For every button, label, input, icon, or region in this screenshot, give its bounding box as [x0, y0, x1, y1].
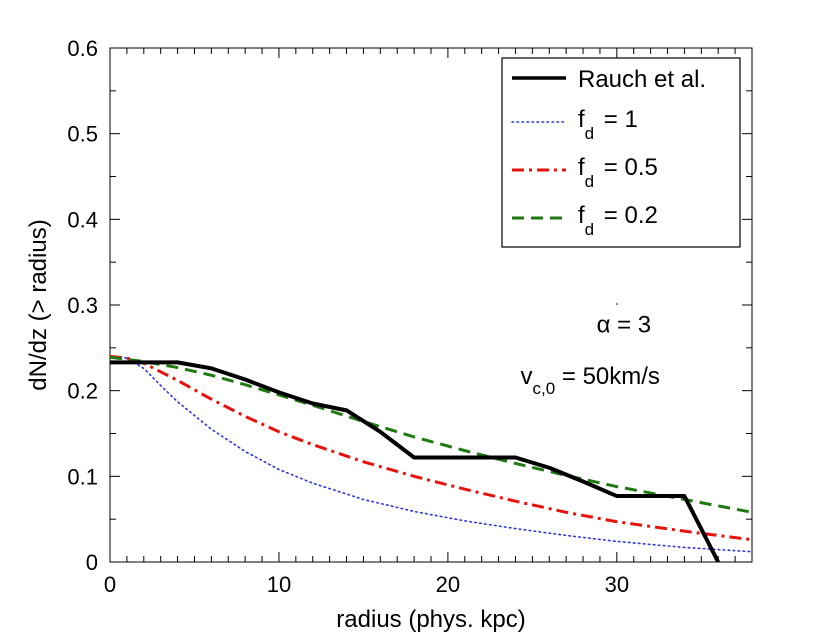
x-axis-title: radius (phys. kpc) [336, 606, 525, 633]
vc0-rest: = 50km/s [555, 363, 660, 390]
x-tick-label: 30 [605, 572, 629, 597]
y-tick-label: 0.1 [67, 464, 98, 489]
legend-label: fd = 0.2 [578, 202, 658, 239]
legend-label-value: = 1 [597, 106, 638, 133]
y-tick-label: 0.5 [67, 122, 98, 147]
vc0-annotation: vc,0 = 50km/s [521, 363, 660, 398]
x-tick-label: 0 [104, 572, 116, 597]
legend-label: Rauch et al. [578, 66, 706, 93]
x-tick-label: 20 [436, 572, 460, 597]
series-line-0 [110, 360, 720, 562]
legend-label-sub: d [585, 172, 594, 191]
y-tick-label: 0.2 [67, 379, 98, 404]
y-axis-title: dN/dz (> radius) [25, 219, 52, 390]
vc0-main: v [521, 363, 533, 390]
vc0-sub: c,0 [533, 379, 556, 398]
stray-dot [616, 303, 618, 305]
legend: Rauch et al.fd = 1fd = 0.5fd = 0.2 [501, 57, 741, 248]
y-tick-label: 0.6 [67, 36, 98, 61]
y-tick-label: 0.3 [67, 293, 98, 318]
legend-box [501, 57, 741, 248]
y-tick-label: 0 [86, 550, 98, 575]
y-tick-label: 0.4 [67, 207, 98, 232]
series-line-1 [110, 355, 752, 553]
axes-layer: 0 10 20 30 0 0.1 0.2 0.3 0.4 0.5 0.6 [67, 36, 753, 597]
legend-label: fd = 1 [578, 106, 638, 143]
legend-label-sub: d [585, 220, 594, 239]
legend-label-value: = 0.2 [597, 202, 658, 229]
x-tick-label: 10 [267, 572, 291, 597]
legend-label-main: f [578, 202, 585, 229]
series-line-3 [110, 355, 752, 514]
series-line-2 [110, 354, 752, 542]
annotations: α = 3 vc,0 = 50km/s [521, 303, 660, 398]
series-layer [110, 354, 752, 562]
alpha-annotation: α = 3 [597, 311, 652, 338]
legend-label-value: = 0.5 [597, 154, 658, 181]
legend-label-main: f [578, 154, 585, 181]
legend-label-main: f [578, 106, 585, 133]
legend-label-sub: d [585, 124, 594, 143]
legend-label: fd = 0.5 [578, 154, 658, 191]
